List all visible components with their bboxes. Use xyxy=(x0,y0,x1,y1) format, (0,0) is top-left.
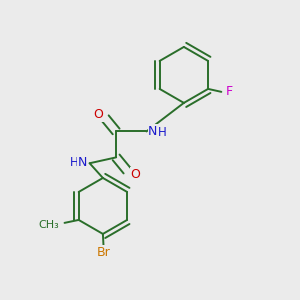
Text: N: N xyxy=(77,156,87,169)
Text: N: N xyxy=(148,125,158,138)
Text: O: O xyxy=(130,168,140,181)
Text: CH₃: CH₃ xyxy=(38,220,59,230)
Text: H: H xyxy=(158,126,167,140)
Text: H: H xyxy=(70,156,79,169)
Text: O: O xyxy=(93,108,103,121)
Text: Br: Br xyxy=(97,246,110,259)
Text: F: F xyxy=(226,85,233,98)
